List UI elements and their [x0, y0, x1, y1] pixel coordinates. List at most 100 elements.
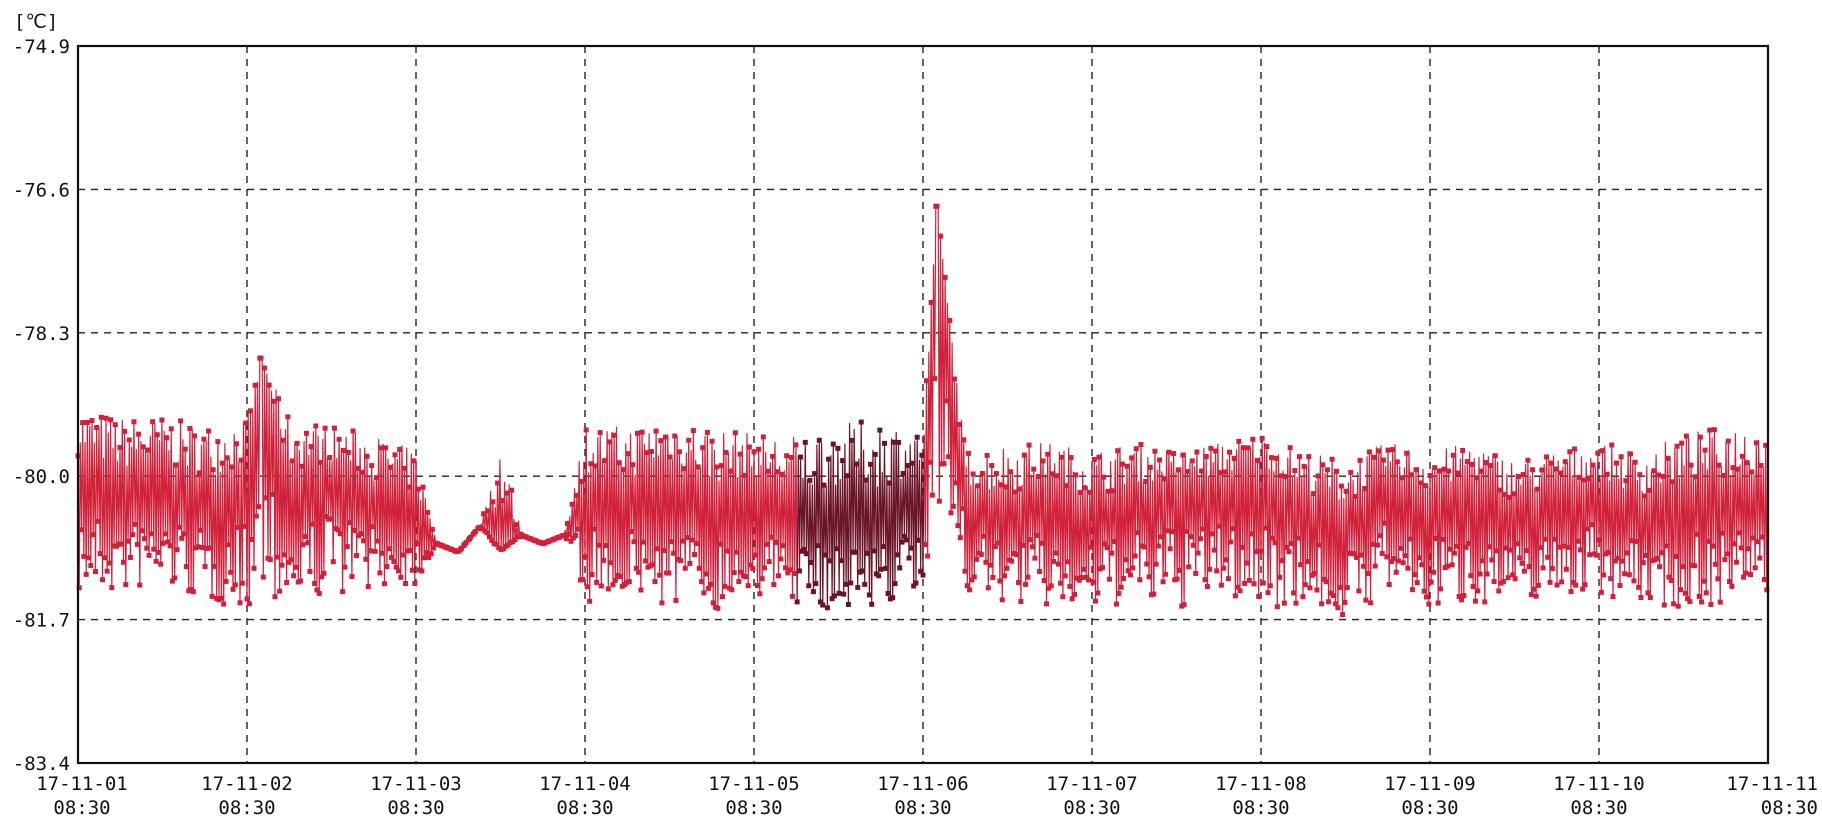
data-point — [1371, 454, 1377, 460]
data-point — [1282, 474, 1288, 480]
data-point — [801, 546, 807, 552]
data-point — [1004, 565, 1010, 571]
data-point — [967, 587, 973, 593]
data-point — [787, 567, 793, 573]
data-point — [1267, 583, 1273, 589]
data-point — [174, 547, 180, 553]
data-point — [1023, 581, 1029, 587]
data-point — [1561, 543, 1567, 549]
data-point — [1393, 569, 1399, 575]
data-point — [1562, 459, 1568, 465]
data-point — [99, 577, 105, 583]
data-point — [742, 472, 748, 478]
data-point — [1197, 536, 1203, 542]
data-point — [272, 594, 278, 600]
data-point — [345, 449, 351, 455]
data-point — [1468, 573, 1474, 579]
data-point — [1440, 536, 1446, 542]
data-point — [1617, 582, 1623, 588]
data-point — [575, 526, 581, 532]
data-point — [1535, 582, 1541, 588]
data-point — [648, 448, 654, 454]
data-point — [1115, 448, 1121, 454]
data-point — [88, 563, 94, 569]
data-point — [1209, 531, 1215, 537]
data-point — [696, 565, 702, 571]
data-point — [220, 460, 226, 466]
data-point — [1422, 483, 1428, 489]
data-point — [1520, 472, 1526, 478]
data-point — [512, 536, 518, 542]
data-point — [692, 552, 698, 558]
data-point — [1437, 586, 1443, 592]
data-point — [1334, 468, 1340, 474]
data-point — [505, 542, 511, 548]
data-point — [1143, 478, 1149, 484]
data-point — [979, 471, 985, 477]
data-point — [897, 565, 903, 571]
data-point — [1659, 550, 1665, 556]
data-point — [1741, 574, 1747, 580]
data-point — [634, 430, 640, 436]
data-point — [1410, 587, 1416, 593]
data-point — [1581, 477, 1587, 483]
data-point — [1026, 442, 1032, 448]
x-tick-date: 17-11-04 — [539, 773, 631, 795]
data-point — [953, 480, 959, 486]
data-point — [1661, 602, 1667, 608]
data-point — [810, 589, 816, 595]
data-point — [890, 595, 896, 601]
data-point — [858, 419, 864, 425]
data-point — [1251, 581, 1257, 587]
data-point — [1296, 454, 1302, 460]
data-point — [201, 436, 207, 442]
data-point — [877, 427, 883, 433]
y-tick-label: -74.9 — [13, 36, 70, 58]
data-point — [132, 521, 138, 527]
data-point — [969, 577, 975, 583]
data-point — [1090, 579, 1096, 585]
x-tick-date: 17-11-10 — [1553, 773, 1645, 795]
data-point — [316, 590, 322, 596]
data-point — [1483, 460, 1489, 466]
data-point — [406, 484, 412, 490]
data-point — [1484, 571, 1490, 577]
data-point — [1141, 544, 1147, 550]
data-point — [1697, 434, 1703, 440]
data-point — [340, 589, 346, 595]
data-point — [643, 558, 649, 564]
data-point — [1595, 450, 1601, 456]
data-point — [1286, 549, 1292, 555]
data-point — [1249, 531, 1255, 537]
data-point — [942, 274, 948, 280]
data-point — [1166, 449, 1172, 455]
data-point — [1270, 535, 1276, 541]
data-point — [1428, 579, 1434, 585]
data-point — [1753, 440, 1759, 446]
data-point — [1666, 574, 1672, 580]
data-point — [653, 428, 659, 434]
data-point — [172, 575, 178, 581]
data-point — [1105, 488, 1111, 494]
data-point — [1493, 548, 1499, 554]
data-point — [1324, 467, 1330, 473]
data-point — [168, 426, 174, 432]
data-point — [1194, 449, 1200, 455]
data-point — [1375, 542, 1381, 548]
data-point — [1390, 447, 1396, 453]
data-point — [694, 540, 700, 546]
data-point — [876, 573, 882, 579]
data-point — [1764, 587, 1770, 593]
data-point — [1502, 492, 1508, 498]
data-point — [589, 572, 595, 578]
data-point — [389, 554, 395, 560]
data-point — [1430, 569, 1436, 575]
data-point — [569, 501, 575, 507]
x-tick-date: 17-11-09 — [1384, 773, 1476, 795]
data-point — [1091, 456, 1097, 462]
data-point — [1572, 446, 1578, 452]
data-point — [1743, 570, 1749, 576]
data-point — [484, 530, 490, 536]
data-point — [592, 463, 598, 469]
data-point — [896, 439, 902, 445]
